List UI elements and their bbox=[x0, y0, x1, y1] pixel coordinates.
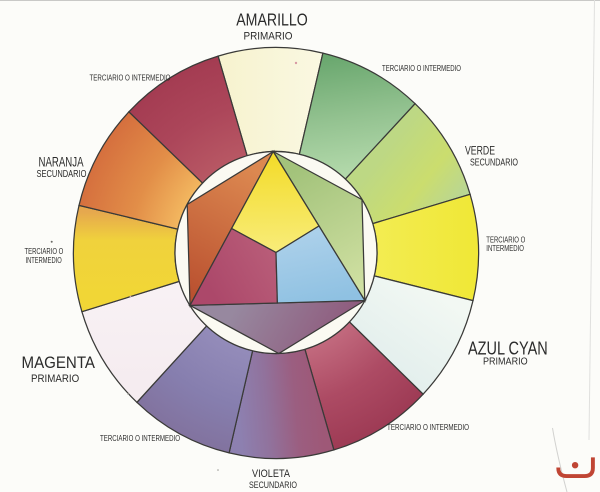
svg-text:PRIMARIO: PRIMARIO bbox=[483, 355, 528, 367]
svg-text:TERCIARIO O: TERCIARIO O bbox=[25, 247, 64, 256]
svg-text:TERCIARIO O INTERMEDIO: TERCIARIO O INTERMEDIO bbox=[90, 74, 171, 83]
svg-text:AZUL CYAN: AZUL CYAN bbox=[468, 339, 548, 359]
svg-text:SECUNDARIO: SECUNDARIO bbox=[249, 480, 297, 490]
svg-text:NARANJA: NARANJA bbox=[39, 155, 84, 170]
svg-text:PRIMARIO: PRIMARIO bbox=[244, 31, 293, 43]
svg-text:TERCIARIO O INTERMEDIO: TERCIARIO O INTERMEDIO bbox=[100, 434, 180, 443]
svg-text:SECUNDARIO: SECUNDARIO bbox=[470, 158, 518, 169]
svg-text:INTERMEDIO: INTERMEDIO bbox=[26, 256, 62, 265]
svg-text:TERCIARIO O: TERCIARIO O bbox=[486, 236, 525, 245]
svg-text:INTERMEDIO: INTERMEDIO bbox=[486, 244, 524, 253]
svg-text:TERCIARIO O INTERMEDIO: TERCIARIO O INTERMEDIO bbox=[387, 423, 469, 432]
svg-text:MAGENTA: MAGENTA bbox=[22, 354, 96, 372]
svg-text:VERDE: VERDE bbox=[465, 146, 495, 158]
svg-text:PRIMARIO: PRIMARIO bbox=[31, 373, 80, 385]
svg-text:VIOLETA: VIOLETA bbox=[252, 468, 291, 480]
svg-text:AMARILLO: AMARILLO bbox=[236, 10, 308, 30]
svg-text:TERCIARIO O INTERMEDIO: TERCIARIO O INTERMEDIO bbox=[382, 64, 461, 73]
svg-text:SECUNDARIO: SECUNDARIO bbox=[37, 169, 87, 180]
